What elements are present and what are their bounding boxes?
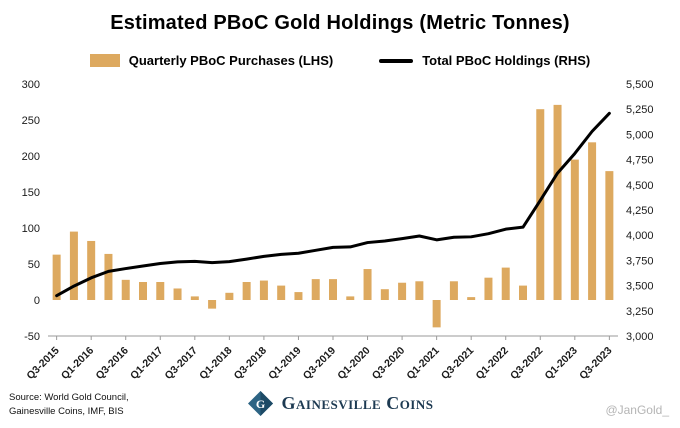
left-axis-tick: 200 — [22, 151, 40, 163]
x-axis-tick: Q1-2017 — [128, 345, 165, 382]
purchase-bar — [311, 279, 320, 300]
x-axis-tick: Q3-2017 — [163, 345, 200, 382]
purchase-bar — [570, 159, 579, 300]
x-axis-tick: Q1-2023 — [543, 345, 580, 382]
left-axis-tick: 0 — [34, 295, 40, 307]
legend: Quarterly PBoC Purchases (LHS) Total PBo… — [0, 53, 680, 68]
x-axis-tick: Q3-2020 — [370, 345, 407, 382]
source-note: Source: World Gold Council, Gainesville … — [9, 391, 129, 419]
right-axis-tick: 4,500 — [626, 180, 654, 192]
x-axis-tick: Q3-2019 — [301, 345, 338, 382]
right-axis-tick: 3,250 — [626, 306, 654, 318]
purchase-bar — [121, 279, 130, 300]
purchase-bar — [294, 292, 303, 300]
x-axis-tick: Q1-2021 — [404, 345, 441, 382]
x-axis-tick: Q1-2018 — [197, 345, 234, 382]
right-axis-tick: 3,750 — [626, 255, 654, 267]
source-line-1: Source: World Gold Council, — [9, 392, 129, 404]
line-series-swatch — [379, 58, 414, 63]
purchase-bar — [208, 300, 217, 309]
purchase-bar — [87, 240, 96, 300]
chart-title: Estimated PBoC Gold Holdings (Metric Ton… — [110, 12, 570, 34]
x-axis-tick: Q3-2018 — [232, 345, 269, 382]
purchase-bar — [553, 104, 562, 300]
purchase-bar — [156, 282, 165, 300]
x-axis-tick: Q3-2021 — [439, 345, 476, 382]
right-axis-tick: 4,250 — [626, 205, 654, 217]
purchase-bar — [605, 171, 614, 300]
brand-name: Gainesville Coins — [281, 393, 434, 413]
watermark: @JanGold_ — [605, 403, 669, 417]
line-series-label: Total PBoC Holdings (RHS) — [422, 53, 591, 68]
purchase-bar — [277, 285, 286, 300]
left-axis-tick: 250 — [22, 115, 40, 127]
right-axis-tick: 5,250 — [626, 104, 654, 116]
right-axis-tick: 5,500 — [626, 79, 654, 91]
right-axis-tick: 5,000 — [626, 129, 654, 141]
purchase-bar — [52, 254, 61, 300]
purchase-bar — [415, 281, 424, 300]
bar-series-swatch — [89, 54, 120, 67]
x-axis-tick: Q3-2023 — [577, 345, 614, 382]
x-axis-tick: Q1-2016 — [59, 345, 96, 382]
x-axis-tick: Q3-2015 — [24, 345, 61, 382]
purchase-bar — [363, 269, 372, 300]
x-axis-tick: Q1-2020 — [335, 345, 372, 382]
left-axis-tick: 100 — [22, 223, 40, 235]
gainesville-coins-logo-icon: G — [247, 391, 273, 416]
left-axis-tick: -50 — [24, 331, 40, 343]
purchase-bar — [225, 292, 234, 300]
purchase-bar — [449, 281, 458, 300]
left-axis-tick: 50 — [28, 259, 40, 271]
purchase-bar — [190, 296, 199, 300]
purchase-bar — [69, 231, 78, 300]
purchase-bar — [501, 267, 510, 300]
right-axis-tick: 4,000 — [626, 230, 654, 242]
purchase-bar — [380, 289, 389, 300]
purchase-bar — [173, 288, 182, 300]
purchase-bar — [346, 296, 355, 300]
purchase-bar — [398, 282, 407, 300]
bar-series-label: Quarterly PBoC Purchases (LHS) — [128, 53, 334, 68]
purchase-bar — [484, 277, 493, 300]
x-axis-tick: Q3-2016 — [93, 345, 130, 382]
source-line-2: Gainesville Coins, IMF, BIS — [9, 406, 124, 418]
x-axis-tick: Q1-2022 — [473, 345, 510, 382]
logo-letter: G — [255, 397, 264, 411]
purchase-bar — [259, 280, 268, 300]
purchase-bar — [139, 282, 147, 300]
combo-chart: 300 250 200 150 100 50 0 -50 5,500 5,250 5,000 4,75… — [22, 79, 654, 382]
purchase-bar — [329, 279, 337, 300]
right-axis-tick: 3,500 — [626, 281, 654, 293]
purchase-bar — [536, 109, 545, 300]
x-axis-tick: Q1-2019 — [266, 345, 303, 382]
right-axis-tick: 3,000 — [626, 331, 654, 343]
purchase-bar — [104, 253, 113, 300]
purchase-bar — [588, 142, 597, 300]
left-axis-tick: 150 — [22, 187, 40, 199]
legend-item-purchases: Quarterly PBoC Purchases (LHS) — [89, 53, 334, 68]
x-axis-tick: Q3-2022 — [508, 345, 545, 382]
legend-item-holdings: Total PBoC Holdings (RHS) — [379, 53, 590, 68]
holdings-line — [55, 111, 611, 298]
right-axis-tick: 4,750 — [626, 155, 654, 167]
left-axis-tick: 300 — [22, 79, 40, 91]
purchase-bar — [432, 300, 441, 328]
purchase-bar — [242, 282, 251, 300]
purchase-bar — [519, 285, 527, 300]
purchase-bar — [467, 297, 476, 300]
